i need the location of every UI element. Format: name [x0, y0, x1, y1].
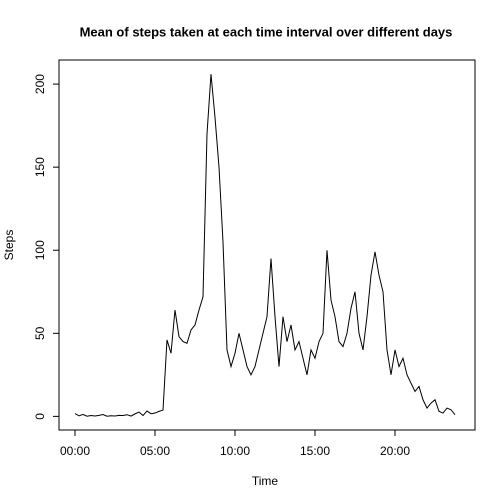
- x-tick-label: 15:00: [300, 444, 330, 458]
- x-axis-label: Time: [252, 474, 279, 488]
- data-line: [74, 74, 456, 417]
- y-axis-label: Steps: [2, 230, 16, 261]
- y-tick-label: 200: [33, 74, 47, 94]
- chart-title: Mean of steps taken at each time interva…: [80, 24, 453, 39]
- x-tick-label: 05:00: [140, 444, 170, 458]
- plot-frame: [58, 59, 476, 431]
- x-tick-label: 00:00: [60, 444, 90, 458]
- y-tick-label: 150: [33, 157, 47, 177]
- y-tick-label: 100: [33, 240, 47, 260]
- y-tick-label: 50: [33, 326, 47, 340]
- y-tick-label: 0: [33, 413, 47, 420]
- x-tick-label: 10:00: [220, 444, 250, 458]
- x-tick-label: 20:00: [380, 444, 410, 458]
